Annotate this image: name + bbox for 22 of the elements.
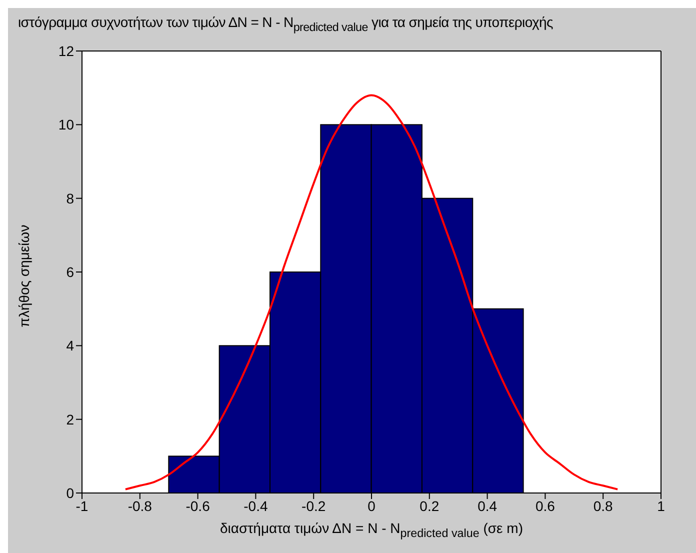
x-tick-label: -0.2 — [302, 498, 326, 514]
y-tick-label: 0 — [66, 484, 74, 501]
x-tick-label: -1 — [76, 498, 88, 514]
line-series — [124, 94, 619, 490]
x-tick-label: 0.2 — [420, 498, 440, 514]
y-tick-label: 10 — [58, 116, 74, 133]
x-tick-label: 1 — [657, 498, 666, 514]
y-tick-label: 8 — [66, 190, 74, 206]
x-tick-label: -0.8 — [128, 498, 152, 514]
x-tick-label: 0.8 — [593, 498, 614, 514]
y-tick-label: 6 — [66, 264, 74, 280]
x-axis-title: διαστήματα τιμών ΔΝ = Ν - N$_{predicted value}$ (σε m) — [219, 520, 524, 540]
x-tick-label: 0.6 — [535, 498, 556, 514]
y-tick-label: 4 — [66, 338, 74, 354]
y-axis-title: πλήθος σημείων — [16, 224, 32, 327]
x-tick-label: -0.4 — [244, 498, 268, 514]
x-tick-label: 0.4 — [478, 498, 498, 514]
chart-title: ιστόγραμμα συχνοτήτων των τιμών ΔΝ = Ν - N$_{predicted value}$ για τα σημεία της υποπεριοχής — [17, 13, 554, 34]
y-tick-label: 2 — [66, 411, 74, 428]
x-tick-label: 0 — [368, 498, 376, 514]
y-tick-label: 12 — [58, 42, 74, 59]
x-tick-label: -0.6 — [186, 498, 210, 514]
